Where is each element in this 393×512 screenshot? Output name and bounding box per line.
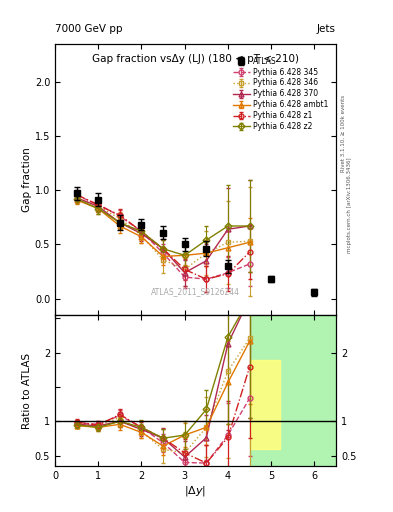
Legend: ATLAS, Pythia 6.428 345, Pythia 6.428 346, Pythia 6.428 370, Pythia 6.428 ambt1,: ATLAS, Pythia 6.428 345, Pythia 6.428 34… <box>231 55 330 133</box>
Text: Jets: Jets <box>317 24 336 34</box>
X-axis label: $|\Delta y|$: $|\Delta y|$ <box>184 483 207 498</box>
Y-axis label: Ratio to ATLAS: Ratio to ATLAS <box>22 352 32 429</box>
Y-axis label: Gap fraction: Gap fraction <box>22 147 32 211</box>
Text: Gap fraction vsΔy (LJ) (180 < pT < 210): Gap fraction vsΔy (LJ) (180 < pT < 210) <box>92 54 299 65</box>
Text: Rivet 3.1.10, ≥ 100k events: Rivet 3.1.10, ≥ 100k events <box>341 95 346 172</box>
Text: 7000 GeV pp: 7000 GeV pp <box>55 24 123 34</box>
Text: mcplots.cern.ch [arXiv:1306.3436]: mcplots.cern.ch [arXiv:1306.3436] <box>347 157 353 252</box>
Text: ATLAS_2011_S9126244: ATLAS_2011_S9126244 <box>151 287 240 296</box>
